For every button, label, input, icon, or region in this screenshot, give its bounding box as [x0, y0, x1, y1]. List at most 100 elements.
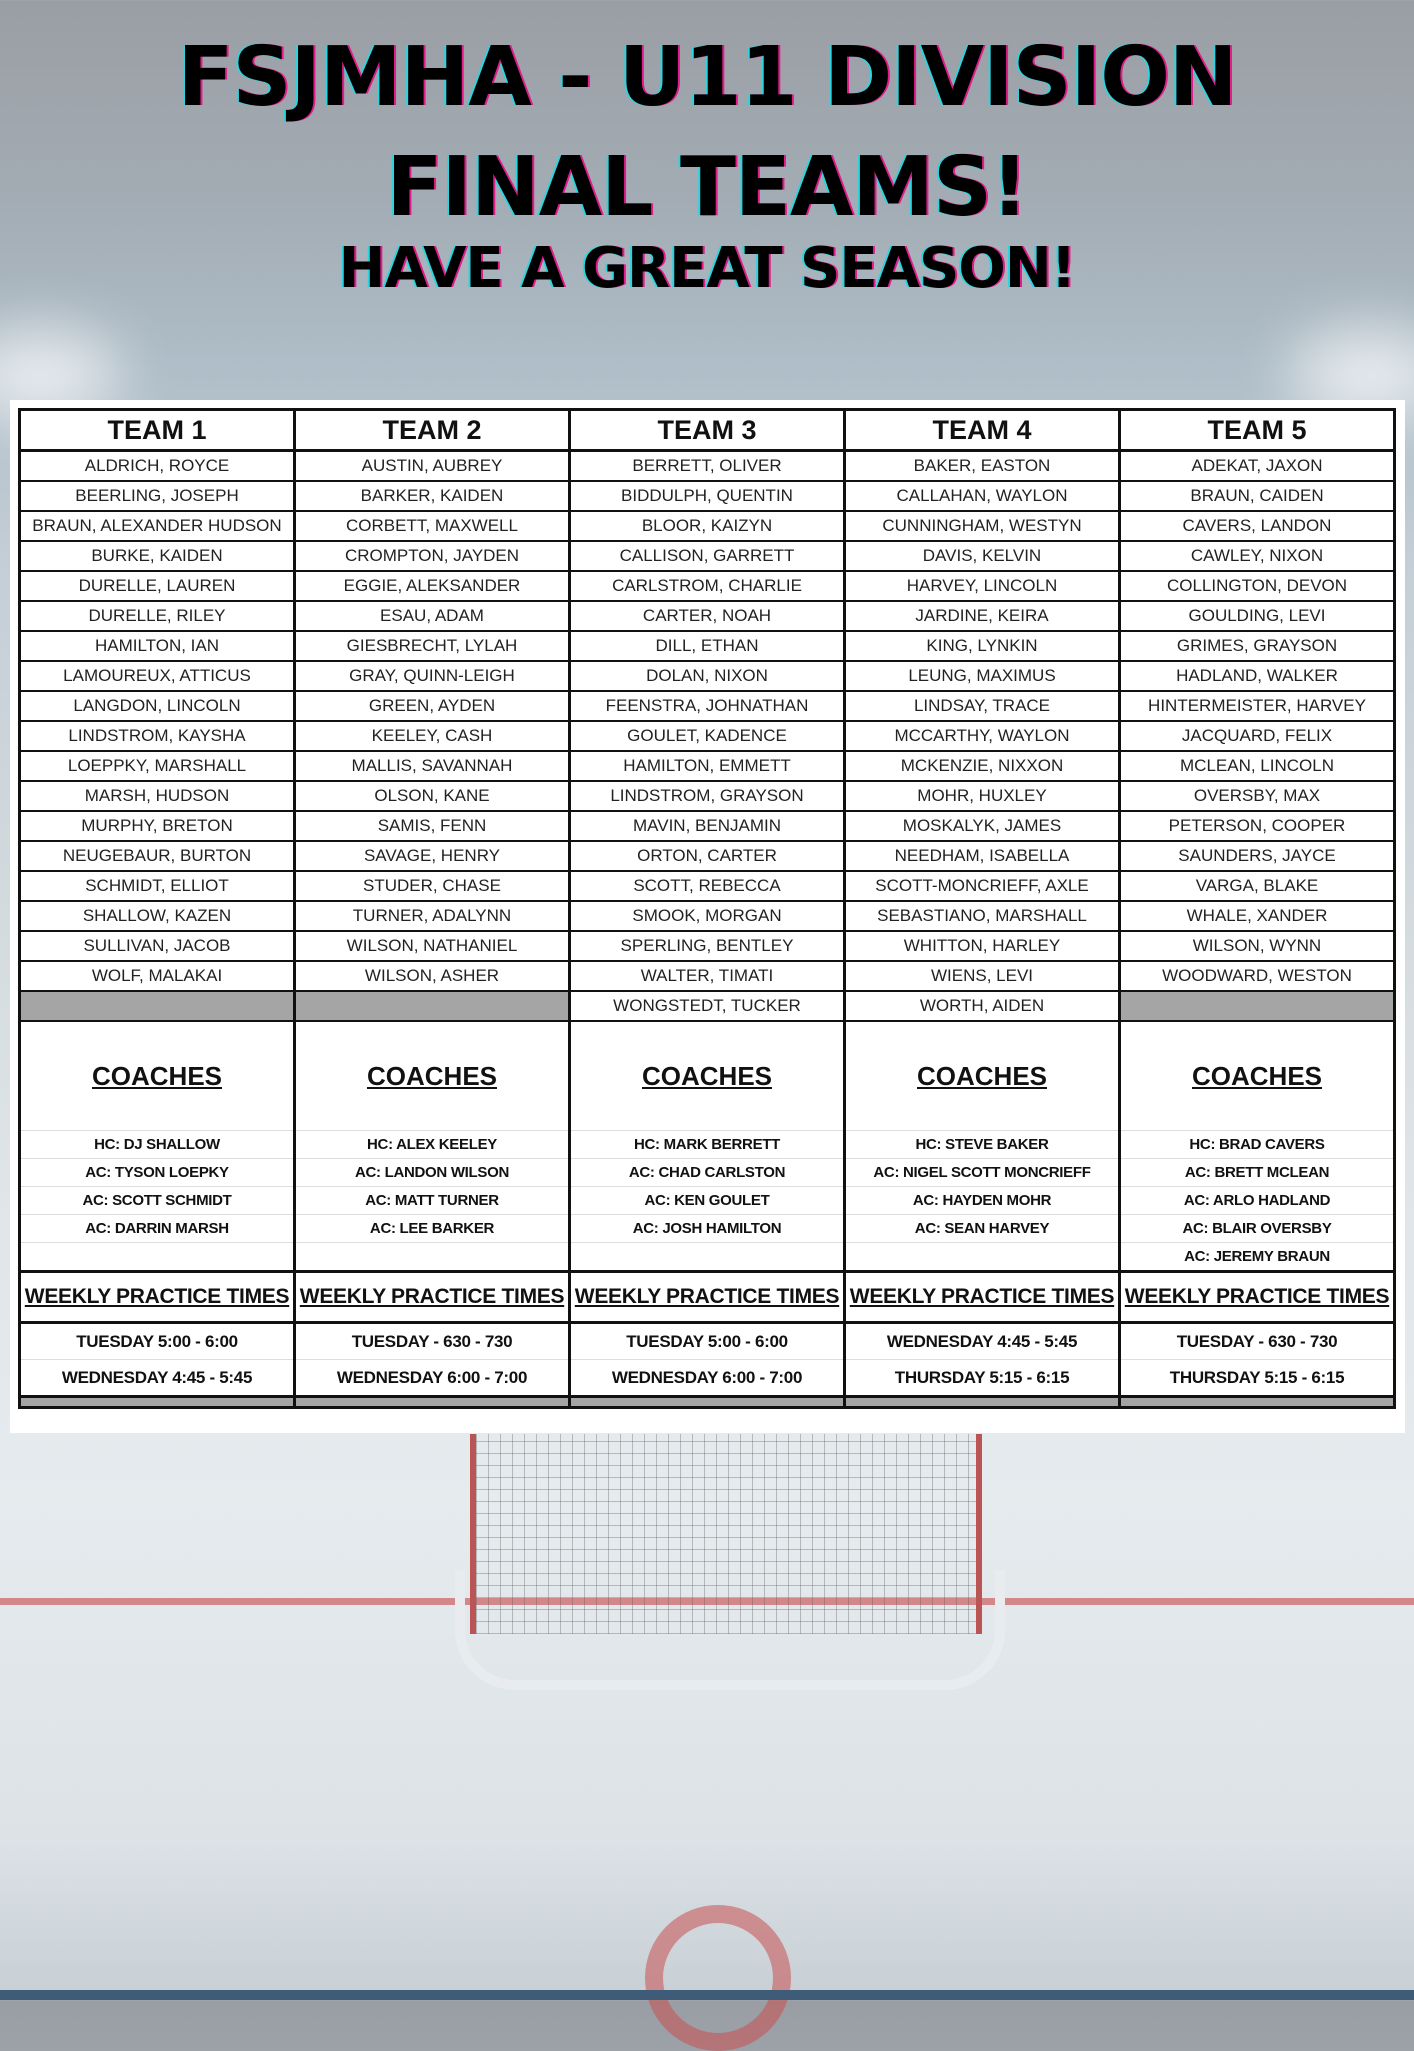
player-cell: WILSON, ASHER	[293, 960, 571, 992]
title-line-2: FINAL TEAMS!	[386, 140, 1029, 235]
player-cell: KING, LYNKIN	[843, 630, 1121, 662]
player-cell: BIDDULPH, QUENTIN	[568, 480, 846, 512]
title-line-1: FSJMHA - U11 DIVISION	[177, 30, 1237, 125]
player-cell: ORTON, CARTER	[568, 840, 846, 872]
footer-gray-row	[18, 1395, 1396, 1409]
player-cell: GRAY, QUINN-LEIGH	[293, 660, 571, 692]
teams-table: TEAM 1 TEAM 2 TEAM 3 TEAM 4 TEAM 5 ALDRICH, R…	[18, 408, 1396, 1409]
coach-cell: HC: STEVE BAKER	[843, 1130, 1121, 1159]
player-cell: BRAUN, ALEXANDER HUDSON	[18, 510, 296, 542]
coach-row: AC: DARRIN MARSH AC: LEE BARKER AC: JOSH H…	[18, 1214, 1396, 1243]
coach-cell: AC: BRETT MCLEAN	[1118, 1158, 1396, 1187]
player-cell: OVERSBY, MAX	[1118, 780, 1396, 812]
player-cell: WOODWARD, WESTON	[1118, 960, 1396, 992]
player-cell: LINDSAY, TRACE	[843, 690, 1121, 722]
player-cell: EGGIE, ALEKSANDER	[293, 570, 571, 602]
player-cell: CALLISON, GARRETT	[568, 540, 846, 572]
player-cell: GREEN, AYDEN	[293, 690, 571, 722]
practice-time: TUESDAY 5:00 - 6:00	[18, 1322, 296, 1360]
player-cell: GRIMES, GRAYSON	[1118, 630, 1396, 662]
coaches-heading: COACHES	[843, 1020, 1121, 1131]
player-cell: LANGDON, LINCOLN	[18, 690, 296, 722]
practice-heading: WEEKLY PRACTICE TIMES	[1118, 1270, 1396, 1324]
player-cell: CARTER, NOAH	[568, 600, 846, 632]
player-cell: SEBASTIANO, MARSHALL	[843, 900, 1121, 932]
practice-row: TUESDAY 5:00 - 6:00 TUESDAY - 630 - 730 TU…	[18, 1322, 1396, 1360]
team-name: TEAM 4	[843, 408, 1121, 452]
player-row: WONGSTEDT, TUCKER WORTH, AIDEN	[18, 990, 1396, 1022]
player-row: SULLIVAN, JACOB WILSON, NATHANIEL SPERLING…	[18, 930, 1396, 962]
player-cell: CAWLEY, NIXON	[1118, 540, 1396, 572]
team-name: TEAM 2	[293, 408, 571, 452]
team-name: TEAM 1	[18, 408, 296, 452]
player-cell: WORTH, AIDEN	[843, 990, 1121, 1022]
player-cell: SAUNDERS, JAYCE	[1118, 840, 1396, 872]
coach-cell: AC: DARRIN MARSH	[18, 1214, 296, 1243]
player-cell: HAMILTON, EMMETT	[568, 750, 846, 782]
player-row: SHALLOW, KAZEN TURNER, ADALYNN SMOOK, MORG…	[18, 900, 1396, 932]
player-row: LINDSTROM, KAYSHA KEELEY, CASH GOULET, KAD…	[18, 720, 1396, 752]
player-cell: BAKER, EASTON	[843, 449, 1121, 482]
player-cell: BLOOR, KAIZYN	[568, 510, 846, 542]
player-cell: SAMIS, FENN	[293, 810, 571, 842]
coaches-heading: COACHES	[293, 1020, 571, 1131]
player-cell: SULLIVAN, JACOB	[18, 930, 296, 962]
player-cell: CAVERS, LANDON	[1118, 510, 1396, 542]
team-name: TEAM 5	[1118, 408, 1396, 452]
player-cell: WOLF, MALAKAI	[18, 960, 296, 992]
player-cell: SPERLING, BENTLEY	[568, 930, 846, 962]
empty-cell	[18, 1395, 296, 1409]
player-cell: CORBETT, MAXWELL	[293, 510, 571, 542]
empty-cell	[293, 990, 571, 1022]
practice-heading: WEEKLY PRACTICE TIMES	[293, 1270, 571, 1324]
player-cell: WONGSTEDT, TUCKER	[568, 990, 846, 1022]
player-cell: ESAU, ADAM	[293, 600, 571, 632]
coach-cell: AC: ARLO HADLAND	[1118, 1186, 1396, 1215]
player-cell: BERRETT, OLIVER	[568, 449, 846, 482]
coach-cell: HC: DJ SHALLOW	[18, 1130, 296, 1159]
coach-cell: HC: ALEX KEELEY	[293, 1130, 571, 1159]
coaches-title-row: COACHES COACHES COACHES COACHES COACHES	[18, 1020, 1396, 1131]
practice-time: TUESDAY 5:00 - 6:00	[568, 1322, 846, 1360]
coach-cell: AC: MATT TURNER	[293, 1186, 571, 1215]
player-cell: SAVAGE, HENRY	[293, 840, 571, 872]
player-row: ALDRICH, ROYCE AUSTIN, AUBREY BERRETT, OLI…	[18, 449, 1396, 482]
player-cell: PETERSON, COOPER	[1118, 810, 1396, 842]
player-cell: DURELLE, LAUREN	[18, 570, 296, 602]
player-cell: MURPHY, BRETON	[18, 810, 296, 842]
player-cell: LINDSTROM, KAYSHA	[18, 720, 296, 752]
player-cell: HADLAND, WALKER	[1118, 660, 1396, 692]
player-cell: GOULET, KADENCE	[568, 720, 846, 752]
team-header-row: TEAM 1 TEAM 2 TEAM 3 TEAM 4 TEAM 5	[18, 408, 1396, 452]
player-cell: NEEDHAM, ISABELLA	[843, 840, 1121, 872]
player-cell: DURELLE, RILEY	[18, 600, 296, 632]
player-cell: HINTERMEISTER, HARVEY	[1118, 690, 1396, 722]
player-row: DURELLE, RILEY ESAU, ADAM CARTER, NOAH JARD…	[18, 600, 1396, 632]
practice-row: WEDNESDAY 4:45 - 5:45 WEDNESDAY 6:00 - 7:…	[18, 1359, 1396, 1397]
coaches-heading: COACHES	[18, 1020, 296, 1131]
coach-cell: AC: NIGEL SCOTT MONCRIEFF	[843, 1158, 1121, 1187]
player-cell: OLSON, KANE	[293, 780, 571, 812]
player-cell: MCKENZIE, NIXXON	[843, 750, 1121, 782]
player-cell: DILL, ETHAN	[568, 630, 846, 662]
player-cell: TURNER, ADALYNN	[293, 900, 571, 932]
coaches-heading: COACHES	[568, 1020, 846, 1131]
player-row: BURKE, KAIDEN CROMPTON, JAYDEN CALLISON, G…	[18, 540, 1396, 572]
player-cell: VARGA, BLAKE	[1118, 870, 1396, 902]
hockey-net-image	[470, 1434, 982, 1634]
coach-row: AC: JEREMY BRAUN	[18, 1242, 1396, 1273]
player-cell: MALLIS, SAVANNAH	[293, 750, 571, 782]
coach-cell: AC: HAYDEN MOHR	[843, 1186, 1121, 1215]
coach-cell: AC: BLAIR OVERSBY	[1118, 1214, 1396, 1243]
practice-time: TUESDAY - 630 - 730	[1118, 1322, 1396, 1360]
coach-cell: HC: BRAD CAVERS	[1118, 1130, 1396, 1159]
empty-cell	[1118, 990, 1396, 1022]
player-cell: SCHMIDT, ELLIOT	[18, 870, 296, 902]
player-row: BEERLING, JOSEPH BARKER, KAIDEN BIDDULPH, …	[18, 480, 1396, 512]
player-cell: CALLAHAN, WAYLON	[843, 480, 1121, 512]
coach-cell: AC: KEN GOULET	[568, 1186, 846, 1215]
practice-time: WEDNESDAY 4:45 - 5:45	[18, 1359, 296, 1397]
practice-time: THURSDAY 5:15 - 6:15	[843, 1359, 1121, 1397]
empty-cell	[1118, 1395, 1396, 1409]
player-cell: ALDRICH, ROYCE	[18, 449, 296, 482]
